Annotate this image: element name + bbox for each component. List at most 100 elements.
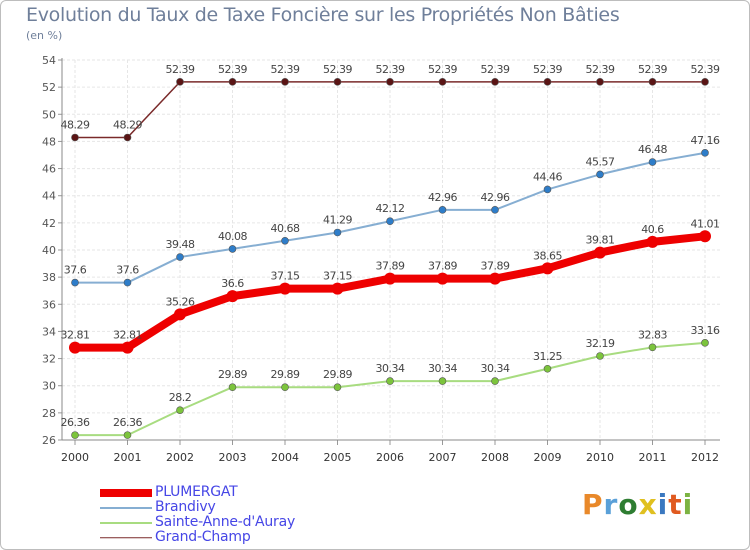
x-tick-label: 2002	[166, 451, 194, 464]
data-label: 37.89	[376, 260, 405, 273]
data-point	[386, 377, 394, 385]
data-point	[596, 170, 604, 179]
data-label: 40.08	[218, 230, 247, 243]
y-tick-label: 32	[42, 353, 56, 366]
data-point	[228, 78, 237, 86]
data-label: 37.6	[64, 264, 87, 277]
y-tick-label: 38	[42, 271, 56, 284]
logo-letter: o	[618, 488, 639, 521]
logo-letter: t	[668, 488, 683, 521]
data-label: 37.89	[428, 260, 457, 273]
x-tick-label: 2000	[61, 451, 89, 464]
data-label: 48.29	[113, 118, 142, 131]
x-tick-label: 2008	[481, 451, 509, 464]
data-point	[491, 206, 499, 214]
legend-swatch	[100, 521, 152, 524]
data-point	[71, 133, 79, 142]
y-tick-label: 44	[42, 190, 56, 203]
data-label: 52.39	[586, 63, 615, 76]
data-label: 30.34	[376, 362, 405, 375]
data-label: 26.36	[113, 416, 142, 429]
data-label: 52.39	[691, 63, 720, 76]
data-point	[176, 78, 184, 86]
data-point	[438, 206, 447, 214]
data-point	[701, 149, 709, 157]
data-point	[701, 78, 709, 86]
logo-letter: x	[638, 488, 658, 521]
data-label: 26.36	[61, 416, 90, 429]
data-label: 52.39	[271, 63, 300, 76]
data-label: 35.26	[166, 295, 195, 308]
data-label: 29.89	[323, 368, 352, 381]
data-label: 52.39	[166, 63, 195, 76]
data-point	[436, 272, 449, 285]
data-label: 33.16	[691, 324, 720, 337]
data-point	[699, 230, 711, 243]
data-point	[491, 377, 499, 385]
x-tick-label: 2004	[271, 451, 299, 464]
data-label: 32.19	[586, 337, 615, 350]
data-point	[174, 308, 186, 321]
data-label: 30.34	[428, 362, 457, 375]
data-label: 37.15	[323, 270, 352, 283]
data-point	[384, 272, 396, 285]
x-tick-label: 2011	[639, 451, 667, 464]
data-label: 44.46	[533, 170, 562, 183]
data-point	[594, 246, 606, 259]
data-label: 32.81	[61, 329, 90, 342]
x-tick-label: 2009	[534, 451, 562, 464]
data-point	[281, 78, 289, 86]
data-label: 36.6	[221, 277, 244, 290]
data-point	[596, 352, 604, 360]
data-point	[123, 278, 132, 287]
data-label: 40.68	[271, 222, 300, 235]
legend-label: PLUMERGAT	[155, 484, 238, 500]
data-label: 52.39	[323, 63, 352, 76]
data-point	[281, 383, 289, 392]
data-label: 45.57	[586, 155, 615, 168]
data-label: 52.39	[376, 63, 405, 76]
legend-swatch	[100, 506, 152, 509]
y-tick-label: 50	[42, 108, 56, 121]
x-tick-label: 2003	[219, 451, 247, 464]
x-tick-label: 2010	[586, 451, 614, 464]
data-label: 52.39	[218, 63, 247, 76]
data-label: 29.89	[218, 368, 247, 381]
x-tick-label: 2012	[691, 451, 719, 464]
y-tick-label: 52	[42, 81, 56, 94]
logo-letter: i	[657, 488, 669, 521]
chart-title: Evolution du Taux de Taxe Foncière sur l…	[26, 4, 620, 26]
data-label: 42.12	[376, 202, 405, 215]
y-tick-label: 26	[42, 434, 56, 447]
data-point	[228, 245, 237, 253]
data-point	[438, 78, 447, 86]
data-point	[646, 235, 659, 248]
data-point	[69, 341, 81, 354]
data-label: 30.34	[481, 362, 510, 375]
data-point	[648, 343, 657, 352]
data-point	[386, 217, 394, 226]
legend-label: Brandivy	[155, 499, 216, 515]
data-point	[333, 228, 342, 237]
data-label: 38.65	[533, 249, 562, 262]
y-tick-label: 54	[42, 54, 56, 67]
data-point	[281, 236, 289, 245]
data-point	[701, 339, 709, 347]
data-label: 29.89	[271, 368, 300, 381]
data-label: 48.29	[61, 118, 90, 131]
data-point	[71, 278, 79, 287]
data-point	[543, 364, 552, 373]
x-tick-label: 2007	[429, 451, 457, 464]
data-point	[121, 341, 134, 354]
data-point	[438, 377, 447, 385]
logo-letter: i	[682, 488, 694, 521]
data-label: 52.39	[481, 63, 510, 76]
data-label: 32.81	[113, 329, 142, 342]
x-tick-label: 2005	[324, 451, 352, 464]
y-tick-label: 46	[42, 163, 56, 176]
y-tick-label: 34	[42, 325, 56, 338]
data-label: 42.96	[428, 191, 457, 204]
data-point	[541, 262, 554, 275]
legend-label: Sainte-Anne-d'Auray	[155, 514, 296, 530]
